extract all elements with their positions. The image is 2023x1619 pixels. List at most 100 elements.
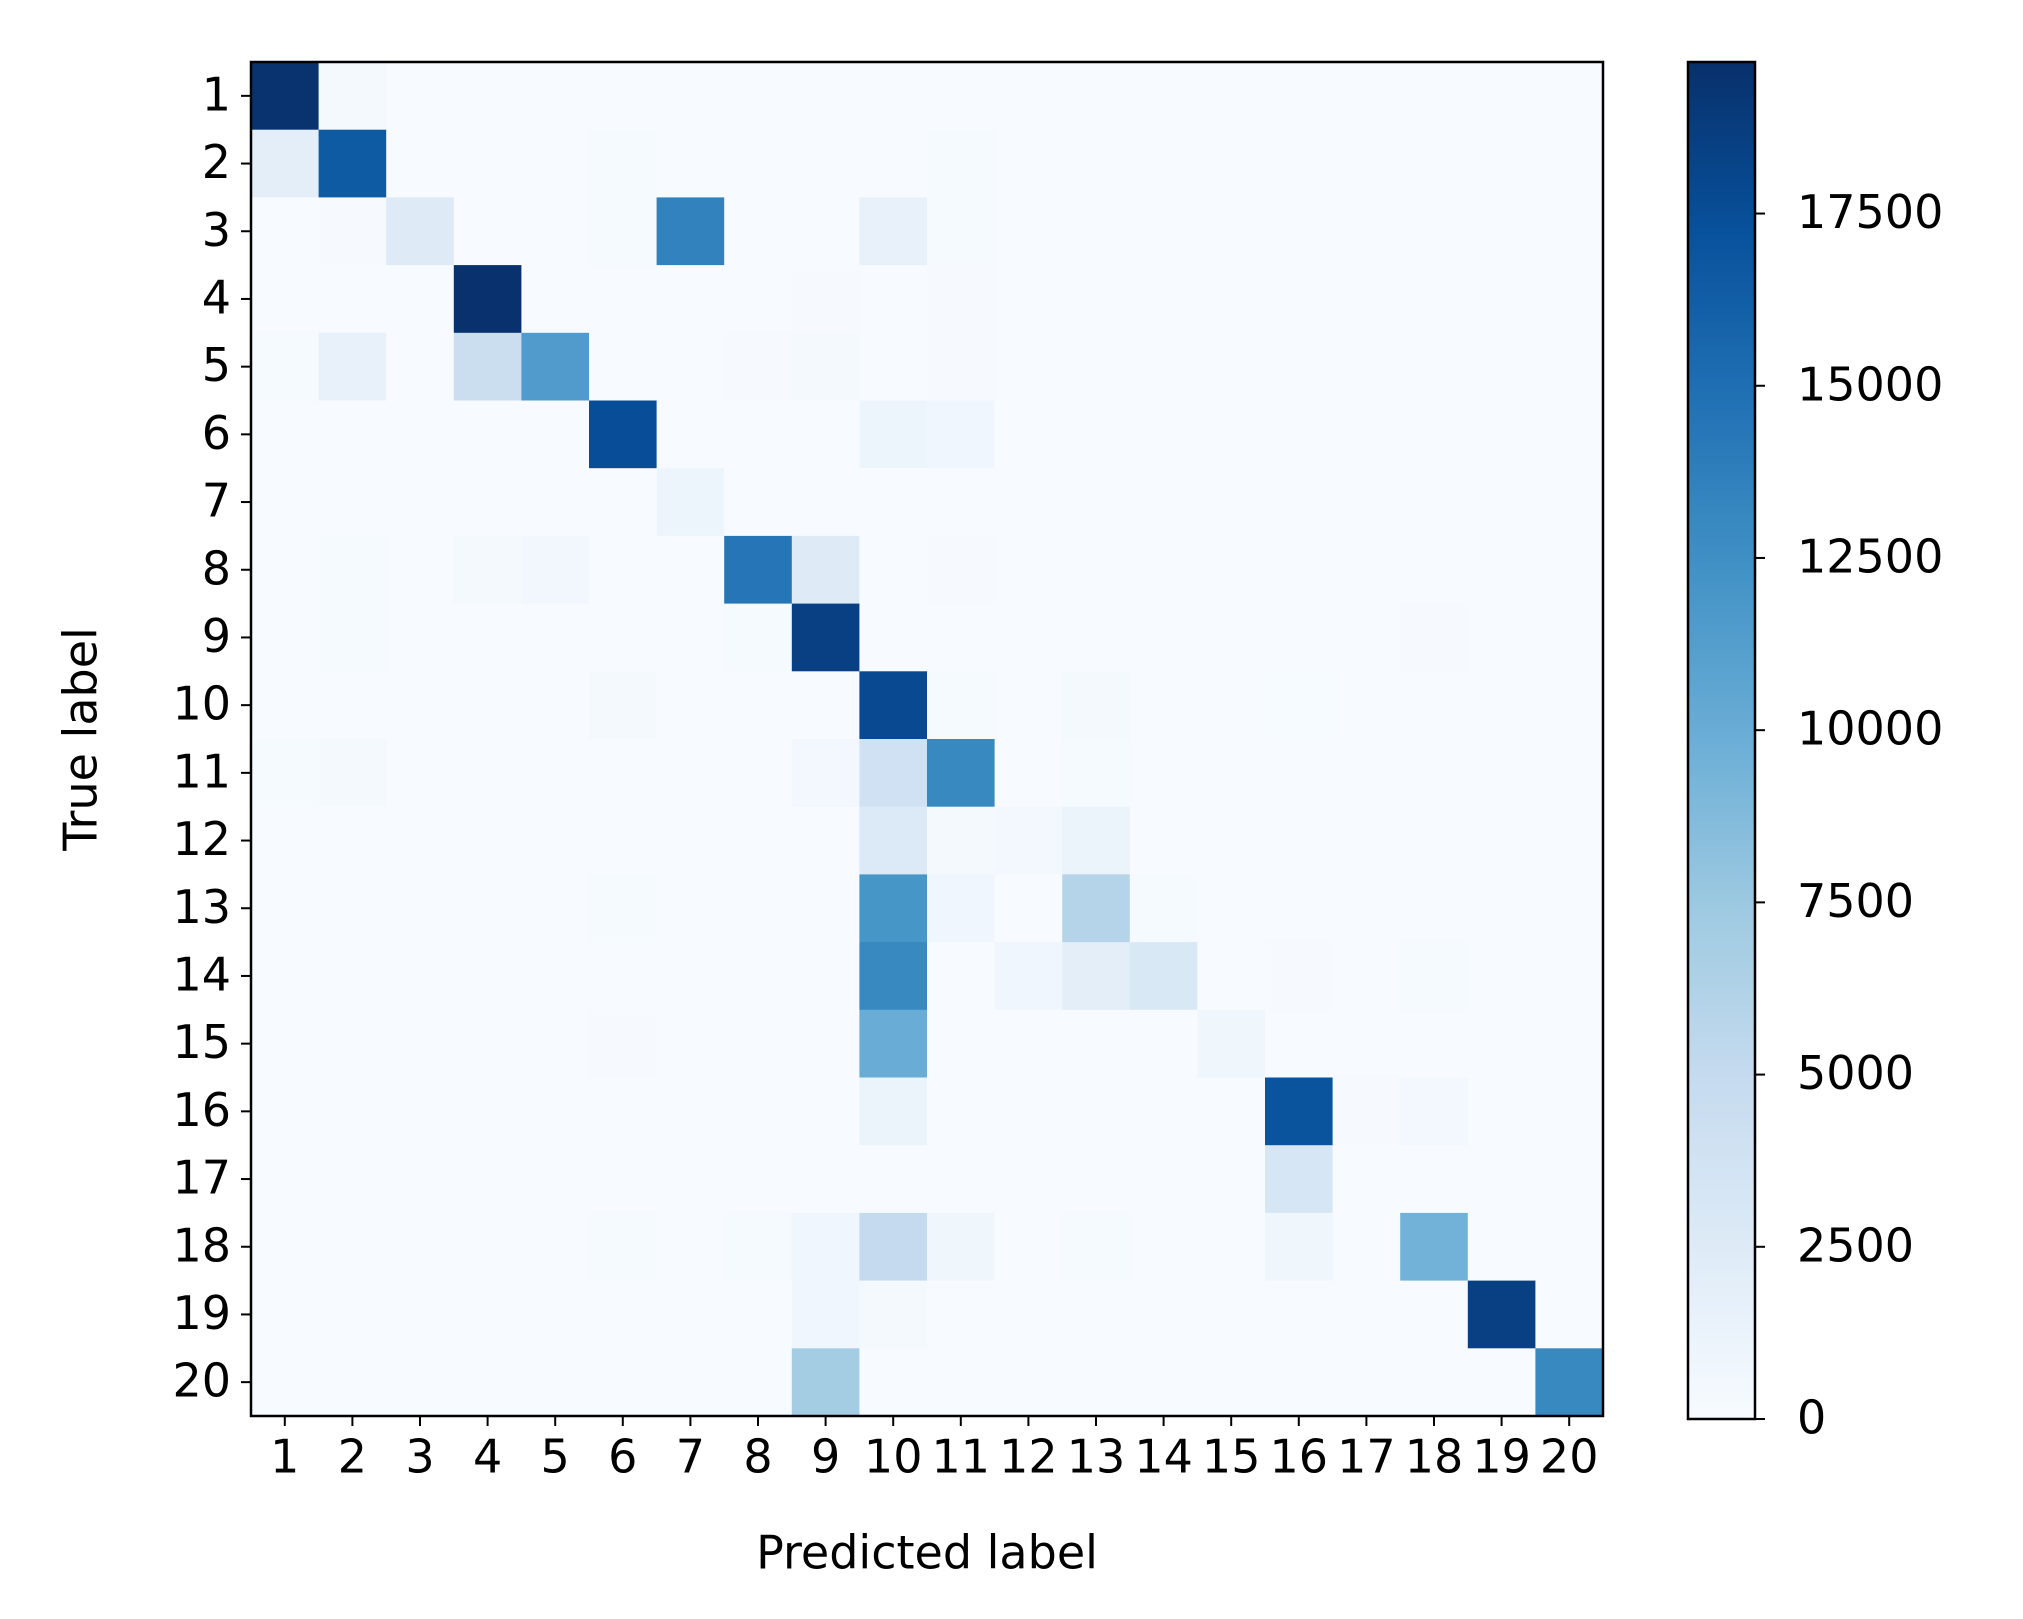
heatmap-cell xyxy=(1265,1280,1334,1349)
heatmap-cell xyxy=(521,129,590,198)
heatmap-cell xyxy=(453,1280,522,1349)
heatmap-cell xyxy=(386,468,455,537)
heatmap-cell xyxy=(1265,1348,1334,1417)
y-tick-label: 6 xyxy=(202,406,231,460)
heatmap-cell xyxy=(1535,603,1604,672)
y-axis-label: True label xyxy=(54,627,108,852)
heatmap-cell xyxy=(1197,1212,1266,1282)
heatmap-cell xyxy=(521,332,590,401)
heatmap-cell xyxy=(589,603,658,672)
x-tick-label: 20 xyxy=(1540,1430,1599,1484)
heatmap-cell xyxy=(318,535,387,605)
heatmap-cell xyxy=(318,332,387,401)
heatmap-cell xyxy=(1265,603,1334,672)
heatmap-cell xyxy=(453,265,522,334)
heatmap-cell xyxy=(724,1009,793,1078)
heatmap-cell xyxy=(318,942,387,1011)
heatmap-cell xyxy=(589,1348,658,1417)
heatmap-cell xyxy=(1062,265,1131,334)
heatmap-cell xyxy=(589,1280,658,1349)
colorbar-tick-label: 0 xyxy=(1797,1391,1826,1445)
heatmap-cell xyxy=(927,1212,996,1282)
heatmap-cell xyxy=(1467,332,1536,401)
y-tick-label: 9 xyxy=(202,609,231,663)
heatmap-cell xyxy=(1129,1145,1198,1214)
heatmap-cell xyxy=(589,739,658,808)
heatmap-cell xyxy=(589,1009,658,1078)
heatmap-cell xyxy=(1197,468,1266,537)
heatmap-cell xyxy=(521,62,590,131)
heatmap-cell xyxy=(1062,400,1131,469)
colorbar-tick-label: 17500 xyxy=(1797,185,1943,239)
heatmap-cell xyxy=(1265,739,1334,808)
heatmap-cell xyxy=(1535,942,1604,1011)
heatmap-cell xyxy=(656,535,725,605)
heatmap-cell xyxy=(1332,468,1401,537)
heatmap-cell xyxy=(521,1077,590,1146)
heatmap-cell xyxy=(1197,874,1266,943)
heatmap-cell xyxy=(453,671,522,740)
heatmap-cell xyxy=(791,468,860,537)
heatmap-cell xyxy=(386,400,455,469)
y-tick-label: 3 xyxy=(202,203,231,257)
heatmap-cell xyxy=(791,603,860,672)
heatmap-cell xyxy=(251,265,320,334)
heatmap-cell xyxy=(859,400,928,469)
heatmap-cell xyxy=(859,535,928,605)
heatmap-cell xyxy=(521,739,590,808)
heatmap-cell xyxy=(994,806,1063,875)
heatmap-cell xyxy=(1197,1348,1266,1417)
heatmap-cell xyxy=(927,535,996,605)
heatmap-cell xyxy=(251,1077,320,1146)
heatmap-cell xyxy=(656,62,725,131)
heatmap-cell xyxy=(1467,1348,1536,1417)
heatmap-cell xyxy=(1062,62,1131,131)
heatmap-cell xyxy=(1129,603,1198,672)
x-tick-label: 12 xyxy=(999,1430,1058,1484)
heatmap-cell xyxy=(1129,265,1198,334)
heatmap-cell xyxy=(589,1077,658,1146)
heatmap-cell xyxy=(1062,1009,1131,1078)
heatmap-cell xyxy=(1332,197,1401,266)
heatmap-cell xyxy=(1265,197,1334,266)
heatmap-cell xyxy=(1535,332,1604,401)
heatmap-cell xyxy=(1400,806,1469,875)
heatmap-cell xyxy=(589,535,658,605)
heatmap-cell xyxy=(994,1009,1063,1078)
y-tick-label: 16 xyxy=(172,1083,231,1137)
heatmap-cell xyxy=(927,806,996,875)
heatmap-cell xyxy=(1400,197,1469,266)
y-tick-label: 13 xyxy=(172,880,231,934)
heatmap-cell xyxy=(724,1280,793,1349)
heatmap-cell xyxy=(1400,942,1469,1011)
heatmap-cell xyxy=(656,400,725,469)
heatmap-cell xyxy=(318,265,387,334)
heatmap-cell xyxy=(1265,1077,1334,1146)
heatmap-cell xyxy=(791,1009,860,1078)
heatmap-cell xyxy=(1400,603,1469,672)
x-tick-label: 11 xyxy=(932,1430,991,1484)
x-tick-label: 19 xyxy=(1472,1430,1531,1484)
heatmap-cell xyxy=(386,1077,455,1146)
heatmap-cell xyxy=(994,1212,1063,1282)
heatmap-cell xyxy=(656,1348,725,1417)
heatmap-cell xyxy=(1332,1348,1401,1417)
heatmap-cell xyxy=(724,535,793,605)
heatmap-cell xyxy=(927,739,996,808)
heatmap-cell xyxy=(859,129,928,198)
heatmap-cell xyxy=(318,806,387,875)
colorbar-tick-label: 5000 xyxy=(1797,1046,1914,1100)
heatmap-cell xyxy=(791,332,860,401)
heatmap-cell xyxy=(791,1145,860,1214)
heatmap-cell xyxy=(724,197,793,266)
heatmap-cell xyxy=(521,197,590,266)
heatmap-cell xyxy=(1197,1077,1266,1146)
heatmap-cell xyxy=(1197,62,1266,131)
x-tick-label: 15 xyxy=(1202,1430,1261,1484)
y-tick-label: 2 xyxy=(202,135,231,189)
heatmap-cell xyxy=(1332,1280,1401,1349)
heatmap-cell xyxy=(1197,332,1266,401)
heatmap-cell xyxy=(386,332,455,401)
heatmap-cell xyxy=(994,400,1063,469)
heatmap-cell xyxy=(1535,197,1604,266)
